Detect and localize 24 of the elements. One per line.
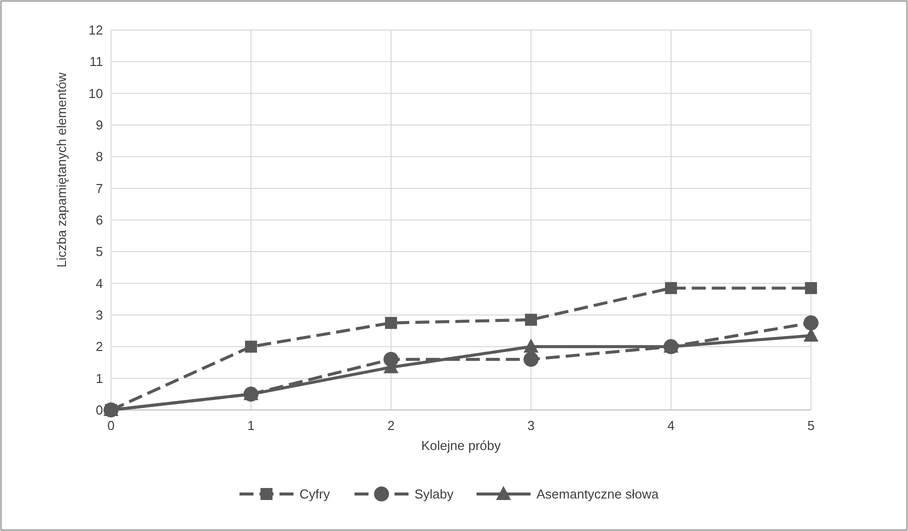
y-tick-label: 3 [96, 308, 103, 323]
legend-label: Sylaby [414, 486, 454, 502]
y-tick-label: 10 [88, 86, 103, 101]
x-tick-label: 0 [107, 418, 115, 433]
x-axis-title: Kolejne próby [421, 438, 502, 453]
y-tick-label: 12 [88, 22, 103, 38]
y-tick-label: 7 [96, 180, 103, 196]
legend-label: Asemantyczne słowa [536, 486, 660, 502]
legend-label: Cyfry [300, 486, 330, 502]
y-tick-label: 8 [96, 149, 103, 164]
x-tick-label: 1 [247, 418, 255, 433]
y-tick-label: 0 [96, 402, 103, 418]
y-tick-label: 1 [96, 370, 103, 386]
y-tick-label: 11 [90, 54, 103, 70]
y-axis-title: Liczba zapamiętanych elementów [54, 72, 69, 268]
y-tick-label: 2 [96, 339, 103, 354]
y-tick-label: 9 [96, 118, 103, 133]
y-tick-label: 4 [96, 276, 103, 291]
x-tick-label: 4 [667, 418, 675, 433]
y-tick-label: 6 [96, 212, 103, 228]
x-tick-label: 2 [387, 418, 395, 433]
x-tick-label: 5 [807, 418, 815, 433]
x-tick-label: 3 [527, 418, 535, 433]
y-tick-label: 5 [96, 244, 103, 260]
